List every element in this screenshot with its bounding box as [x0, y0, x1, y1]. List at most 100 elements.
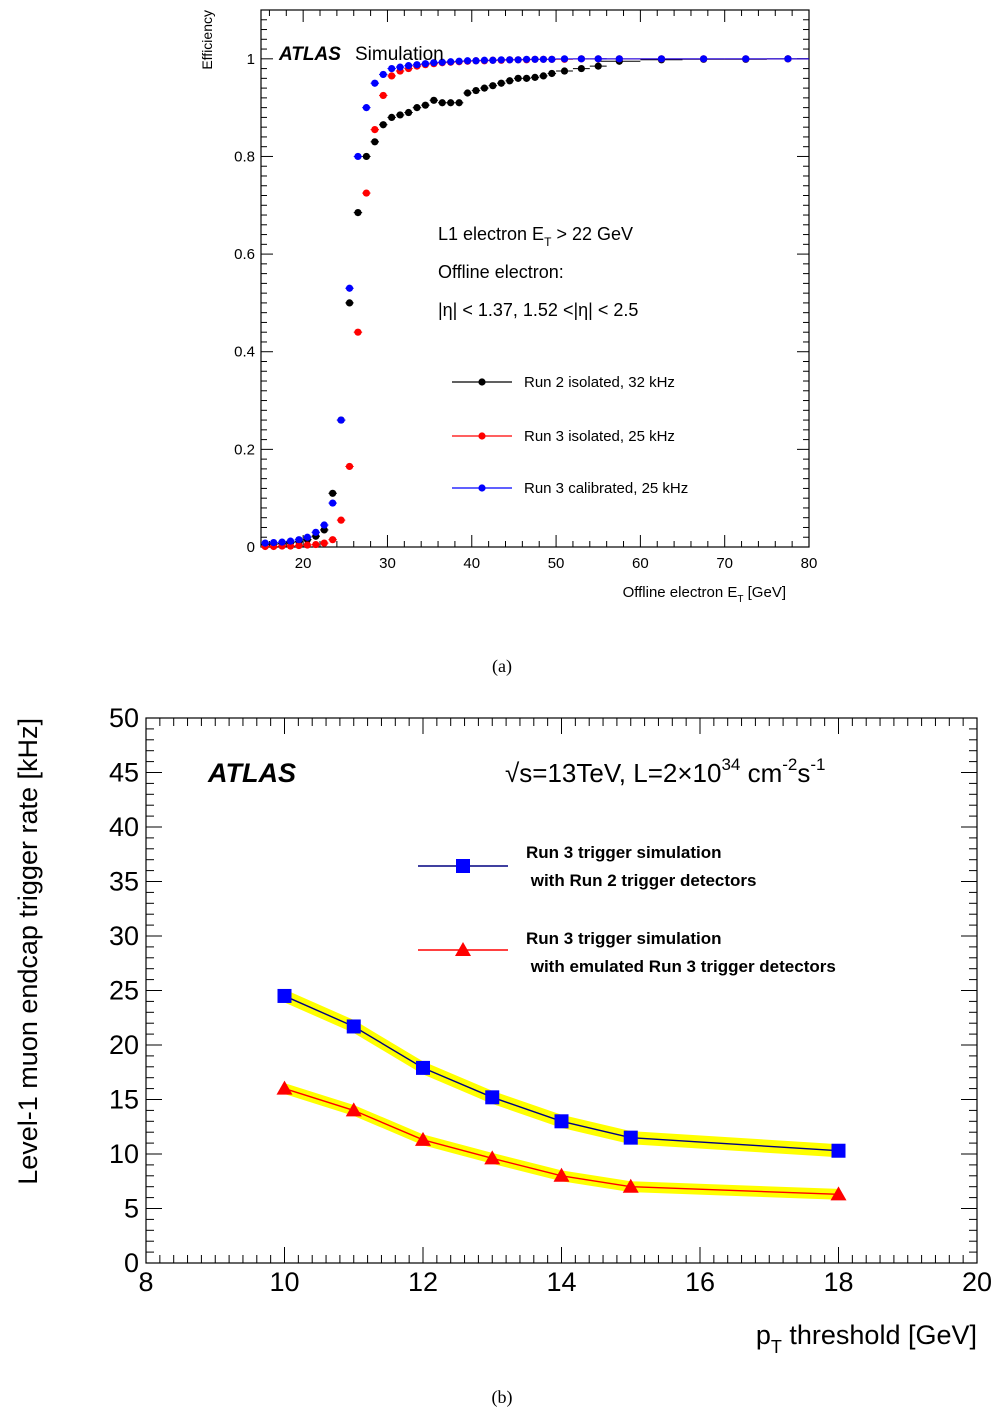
data-point-a: [560, 55, 569, 63]
data-point-a: [329, 499, 337, 507]
data-point-a: [354, 328, 362, 336]
x-tick-label-b: 20: [962, 1267, 992, 1297]
data-point-a: [514, 74, 522, 82]
data-point-a: [261, 539, 269, 547]
series-b-0: [277, 988, 846, 1158]
x-tick-label-a: 60: [632, 555, 649, 572]
data-point-a: [320, 539, 328, 547]
data-point-a: [506, 77, 514, 85]
data-point-a: [345, 284, 354, 292]
y-tick-label-b: 35: [109, 867, 139, 897]
data-point-a: [320, 521, 328, 529]
data-point-a: [548, 55, 556, 63]
data-point-a: [337, 516, 345, 524]
y-tick-label-b: 20: [109, 1030, 139, 1060]
data-point-b: [622, 1178, 639, 1193]
data-point-a: [362, 189, 370, 197]
y-tick-label-a: 0: [247, 539, 255, 556]
data-point-b: [416, 1060, 430, 1075]
annotation-line2: Offline electron:: [438, 262, 564, 282]
data-point-a: [438, 58, 446, 66]
data-point-a: [531, 55, 539, 63]
legend-entry-run2-isolated: Run 2 isolated, 32 kHz: [452, 374, 675, 391]
data-point-a: [354, 152, 362, 161]
data-point-a: [463, 89, 472, 97]
y-tick-label-b: 50: [109, 703, 139, 733]
data-point-a: [514, 56, 522, 64]
data-point-a: [522, 74, 531, 82]
data-point-b: [277, 988, 292, 1003]
data-point-a: [379, 70, 387, 79]
data-point-a: [497, 79, 505, 87]
data-point-a: [615, 55, 623, 63]
data-point-a: [421, 60, 429, 68]
legend-a: Run 2 isolated, 32 kHz Run 3 isolated, 2…: [452, 374, 688, 497]
data-point-a: [396, 111, 404, 119]
x-tick-label-a: 20: [295, 555, 312, 572]
data-point-a: [480, 56, 489, 64]
axis-ticks-b: [145, 717, 978, 1264]
data-point-b: [276, 1080, 293, 1095]
x-tick-label-b: 8: [138, 1267, 153, 1297]
svg-text:Run 2 isolated, 32 kHz: Run 2 isolated, 32 kHz: [524, 374, 675, 391]
data-point-a: [295, 541, 303, 550]
x-axis-label-a: Offline electron ET [GeV]: [623, 584, 786, 605]
data-point-b: [553, 1167, 570, 1182]
data-point-a: [447, 58, 455, 66]
data-point-a: [371, 126, 379, 134]
data-point-a: [362, 104, 370, 112]
data-point-a: [413, 104, 421, 112]
y-tick-label-b: 25: [109, 976, 139, 1006]
data-point-a: [560, 67, 569, 75]
legend-entry-run3-detectors: Run 3 trigger simulation with emulated R…: [418, 929, 836, 976]
data-point-a: [480, 84, 489, 92]
data-points-b: [276, 988, 847, 1201]
simulation-label-a: Simulation: [355, 44, 444, 65]
legend-b: Run 3 trigger simulation with Run 2 trig…: [418, 843, 836, 976]
data-point-b: [485, 1090, 500, 1105]
y-tick-label-a: 0.6: [234, 246, 255, 263]
y-tick-label-a: 0.4: [234, 344, 255, 361]
data-point-a: [594, 62, 602, 70]
data-point-a: [430, 59, 438, 67]
data-point-a: [438, 99, 446, 107]
data-point-a: [463, 57, 472, 65]
data-point-a: [379, 91, 387, 100]
x-tick-label-a: 30: [379, 555, 396, 572]
data-point-a: [430, 96, 438, 104]
x-tick-label-b: 14: [546, 1267, 576, 1297]
legend-entry-run2-detectors: Run 3 trigger simulation with Run 2 trig…: [418, 843, 756, 890]
y-tick-label-a: 1: [247, 51, 255, 68]
data-points-a: [261, 55, 809, 551]
y-axis-label-a: Efficiency: [199, 10, 215, 70]
series-lines-b: [284, 995, 839, 1196]
atlas-label-a: ATLAS: [278, 44, 341, 65]
data-point-a: [337, 416, 345, 424]
data-point-a: [577, 64, 585, 73]
data-point-a: [421, 101, 429, 109]
data-point-a: [312, 540, 320, 549]
x-tick-label-b: 10: [269, 1267, 299, 1297]
x-tick-label-a: 80: [801, 555, 818, 572]
caption-b: (b): [492, 1387, 513, 1408]
y-tick-label-b: 0: [124, 1248, 139, 1278]
data-point-a: [455, 99, 463, 107]
data-point-a: [329, 536, 337, 544]
data-point-a: [362, 152, 370, 161]
data-point-a: [742, 55, 750, 63]
y-tick-label-a: 0.8: [234, 148, 255, 165]
data-point-a: [784, 55, 792, 63]
data-point-a: [455, 57, 463, 65]
y-tick-label-b: 45: [109, 758, 139, 788]
data-point-a: [388, 64, 396, 73]
x-tick-label-b: 18: [823, 1267, 853, 1297]
data-point-a: [657, 55, 666, 63]
data-point-a: [379, 121, 387, 129]
svg-text:Run 3 calibrated, 25 kHz: Run 3 calibrated, 25 kHz: [524, 480, 688, 497]
data-point-a: [447, 99, 455, 107]
trigger-rate-chart: 8 10 12 14 16 18 20 0 5 10 15 20 25 30 35 40 45 50 Level-…: [13, 703, 992, 1357]
svg-text:Run 3 trigger simulation: Run 3 trigger simulation: [526, 843, 722, 862]
y-tick-label-a: 0.2: [234, 441, 255, 458]
data-point-a: [278, 538, 286, 546]
data-point-a: [371, 138, 379, 146]
